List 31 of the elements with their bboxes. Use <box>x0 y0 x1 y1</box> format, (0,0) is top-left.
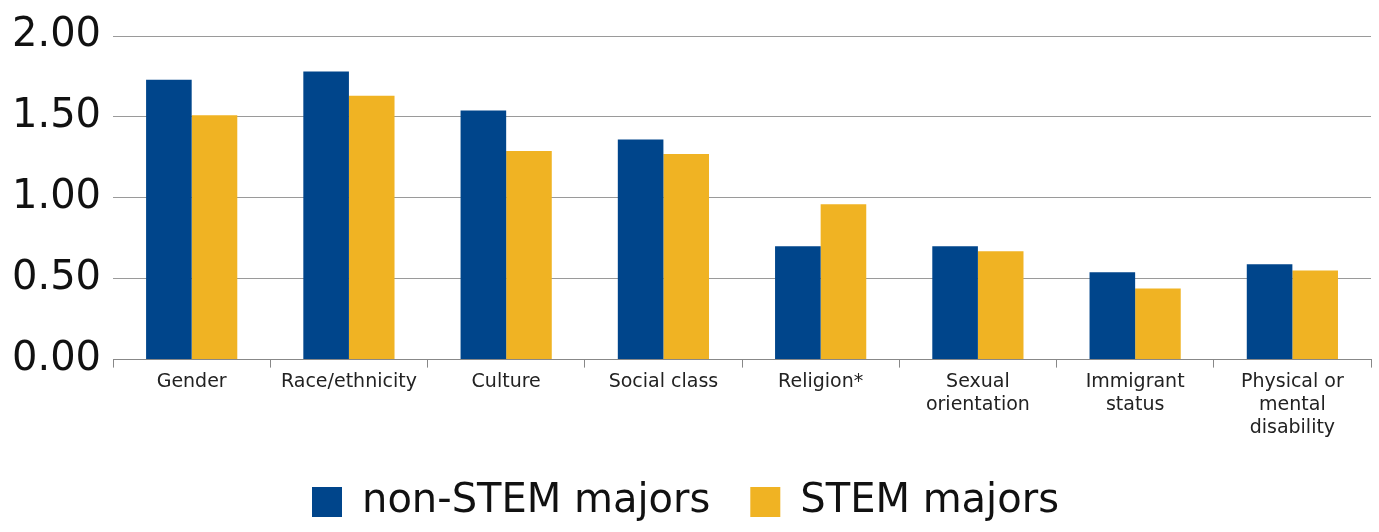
bar <box>303 71 349 360</box>
bar <box>1135 288 1181 360</box>
bar <box>977 251 1024 360</box>
x-tick-label: Physical or mental disability <box>1241 368 1344 437</box>
bar <box>1089 272 1136 360</box>
bar <box>775 246 821 360</box>
x-tick-label: Social class <box>608 368 719 391</box>
bar <box>1292 270 1338 360</box>
bar <box>460 110 507 360</box>
y-tick-label: 0.00 <box>12 332 102 379</box>
bar <box>1246 264 1293 360</box>
x-tick-label: Sexual orientation <box>925 368 1030 414</box>
x-tick-label: Religion* <box>778 368 864 391</box>
x-tick-label: Immigrant status <box>1085 368 1185 414</box>
legend-label: STEM majors <box>800 475 1059 522</box>
y-tick-label: 1.00 <box>12 171 102 218</box>
x-tick-label: Race/ethnicity <box>280 368 417 391</box>
bar <box>820 204 867 360</box>
y-tick-label: 1.50 <box>12 90 102 137</box>
legend-label: non-STEM majors <box>362 475 711 522</box>
x-tick-label: Culture <box>471 368 541 391</box>
y-tick-label: 0.50 <box>12 252 102 299</box>
bar <box>146 79 192 360</box>
x-tick-label: Gender <box>156 368 227 391</box>
bar <box>932 246 978 360</box>
bar <box>348 95 395 360</box>
bar <box>617 139 664 360</box>
bar <box>506 150 552 360</box>
bar <box>663 154 710 360</box>
bar <box>191 115 238 360</box>
y-tick-label: 2.00 <box>12 9 102 56</box>
